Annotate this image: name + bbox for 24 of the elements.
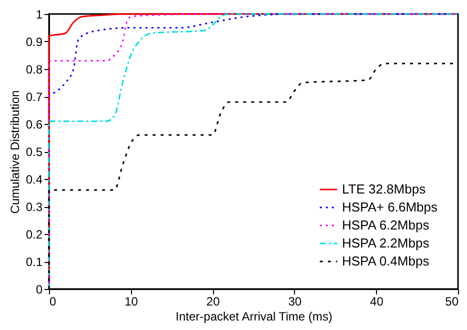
y-tick-label: 0.6 <box>26 118 43 132</box>
y-tick-label: 0.8 <box>26 62 43 76</box>
x-tick-label: 0 <box>50 294 56 308</box>
y-tick-label: 1 <box>36 8 43 22</box>
x-tick-label: 20 <box>206 294 220 308</box>
y-tick-label: 0.4 <box>26 172 43 186</box>
y-tick-label: 0.2 <box>26 228 43 242</box>
y-tick-label: 0.7 <box>26 90 43 104</box>
x-tick-label: 40 <box>370 294 384 308</box>
x-tick-label: 50 <box>445 294 459 308</box>
y-tick-label: 0.9 <box>26 35 43 49</box>
y-tick-label: 0.5 <box>26 145 43 159</box>
x-tick-label: 30 <box>288 294 302 308</box>
y-tick-label: 0.3 <box>26 200 43 214</box>
x-axis-title: Inter-packet Arrival Time (ms) <box>176 310 332 324</box>
legend-label: HSPA 2.2Mbps <box>342 236 430 250</box>
legend-label: HSPA 0.4Mbps <box>342 254 430 268</box>
legend-label: HSPA 6.2Mbps <box>342 218 430 232</box>
x-tick-label: 10 <box>124 294 138 308</box>
y-tick-label: 0.1 <box>26 255 43 269</box>
y-axis-title: Cumulative Distribution <box>8 90 22 214</box>
legend-label: LTE 32.8Mbps <box>342 182 426 196</box>
legend-label: HSPA+ 6.6Mbps <box>342 200 438 214</box>
y-tick-label: 0 <box>36 282 43 296</box>
